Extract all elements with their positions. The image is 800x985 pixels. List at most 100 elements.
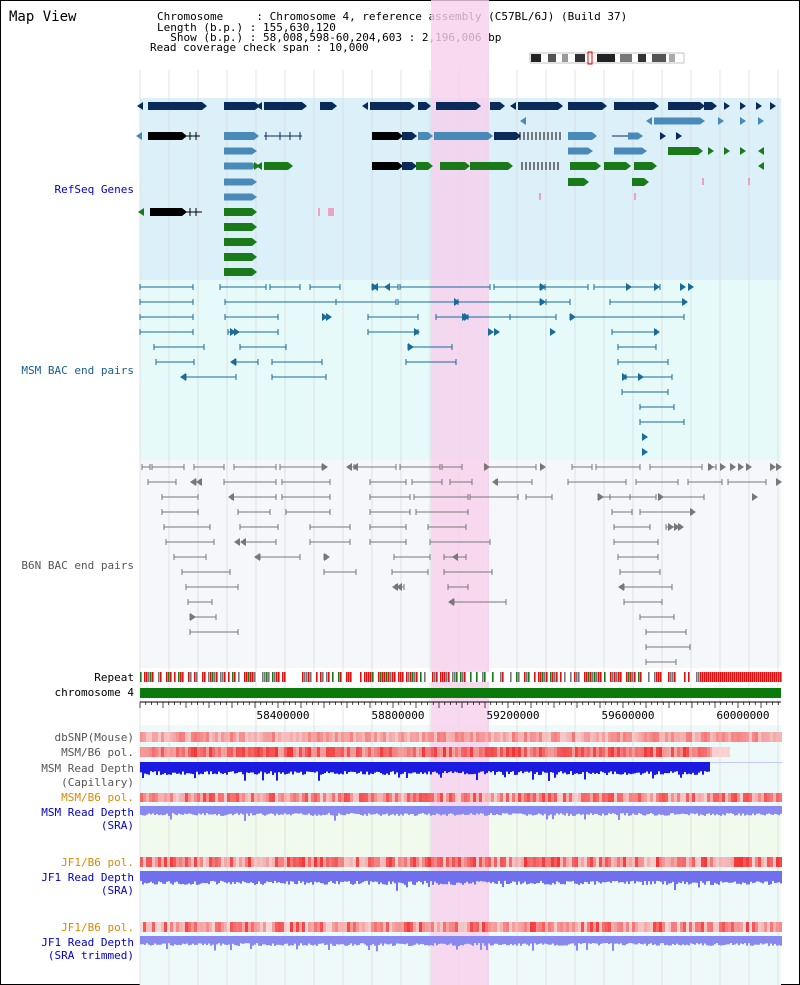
jf1-sra-depth-bar xyxy=(710,871,712,885)
repeat-mark xyxy=(754,672,756,682)
marker xyxy=(634,193,636,200)
jf1-sra-depth-bar xyxy=(422,871,424,885)
b6n-bac-track[interactable] xyxy=(141,463,782,665)
refseq-genes-track[interactable] xyxy=(136,102,776,276)
msm-sra-depth-bar xyxy=(274,806,276,816)
msm-capillary-depth-bar xyxy=(538,762,540,775)
msm-capillary-depth-bar xyxy=(328,762,330,774)
jf1-pol2-cell xyxy=(632,922,635,932)
jf1-sra-depth-bar xyxy=(352,871,354,885)
jf1-sra-depth-bar xyxy=(172,871,174,885)
msm-sra-depth-bar xyxy=(344,806,346,816)
msm-capillary-depth-bar xyxy=(354,762,356,773)
msm-capillary-depth-bar xyxy=(508,762,510,775)
jf1-trim-depth-bar xyxy=(172,936,174,946)
depth-tracks[interactable] xyxy=(140,762,782,952)
msm-sra-depth-bar xyxy=(442,806,444,815)
jf1-pol-cell xyxy=(221,857,224,867)
jf1-sra-depth-bar xyxy=(686,871,688,883)
gene-block xyxy=(224,208,252,216)
repeat-mark xyxy=(204,672,206,682)
jf1-pol-cell xyxy=(452,857,455,867)
gene-block xyxy=(568,147,588,155)
repeat-track[interactable] xyxy=(140,672,782,682)
msm-pol2-cell xyxy=(431,793,434,802)
msm-capillary-depth-bar xyxy=(644,762,646,773)
msm-pol-cell xyxy=(500,747,503,757)
chromosome-bar[interactable] xyxy=(140,688,781,698)
msm-capillary-depth-bar xyxy=(522,762,524,774)
jf1-pol2-cell xyxy=(281,922,284,932)
jf1-pol-cell xyxy=(350,857,353,867)
jf1-pol2-cell xyxy=(662,922,665,932)
msm-bac-track[interactable] xyxy=(139,283,694,456)
axis-tick-label: 59600000 xyxy=(602,709,655,722)
repeat-mark xyxy=(364,672,366,682)
chromosome-ideogram[interactable] xyxy=(529,51,685,65)
bac-arrow xyxy=(770,463,776,471)
gene-arrow xyxy=(256,102,262,110)
jf1-sra-depth-bar xyxy=(340,871,342,882)
jf1-pol-cell xyxy=(434,857,437,867)
msm-capillary-depth-bar xyxy=(696,762,698,775)
msm-capillary-depth-bar xyxy=(540,762,542,775)
gene-block xyxy=(654,117,700,125)
jf1-pol2-cell xyxy=(368,922,371,932)
bac-arrow xyxy=(326,313,332,321)
jf1-sra-depth-bar xyxy=(770,871,772,885)
msm-pol-cell xyxy=(482,747,485,757)
dbsnp-cell xyxy=(290,732,293,742)
jf1-sra-depth-bar xyxy=(462,871,464,885)
msm-capillary-depth-bar xyxy=(740,762,742,763)
msm-sra-depth-bar xyxy=(184,806,186,814)
jf1-trim-depth-bar xyxy=(602,936,604,944)
repeat-mark xyxy=(268,672,270,682)
msm-capillary-depth-bar xyxy=(396,762,398,773)
repeat-mark xyxy=(684,672,686,682)
jf1-pol-cell xyxy=(395,857,398,867)
msm-capillary-depth-bar xyxy=(480,762,482,772)
msm-pol2-cell xyxy=(233,793,236,802)
jf1-trim-depth-bar xyxy=(338,936,340,945)
msm-sra-depth-bar xyxy=(174,806,176,815)
jf1-trim-depth-bar xyxy=(370,936,372,946)
jf1-pol2-cell xyxy=(497,922,500,932)
bac-arrow xyxy=(680,283,686,291)
jf1-trim-depth-bar xyxy=(538,936,540,944)
jf1-trim-depth-bar xyxy=(502,936,504,945)
jf1-sra-depth-bar xyxy=(752,871,754,884)
dbsnp-cell xyxy=(710,732,713,742)
jf1-trim-depth-bar xyxy=(512,936,514,946)
jf1-trim-depth-bar xyxy=(168,936,170,944)
dbsnp-cell xyxy=(410,732,413,742)
msm-capillary-depth-bar xyxy=(494,762,496,775)
highlight-region[interactable] xyxy=(431,0,489,985)
msm-capillary-depth-bar xyxy=(384,762,386,775)
jf1-pol2-cell xyxy=(725,922,728,932)
msm-pol2-cell xyxy=(362,793,365,802)
jf1-sra-depth-bar xyxy=(388,871,390,882)
jf1-pol-cell xyxy=(617,857,620,867)
jf1-sra-depth-bar xyxy=(482,871,484,882)
msm-pol-cell xyxy=(155,747,158,757)
msm-capillary-depth-bar xyxy=(174,762,176,773)
jf1-pol2-cell xyxy=(527,922,530,932)
msm-sra-depth-bar xyxy=(354,806,356,814)
jf1-sra-depth-bar xyxy=(192,871,194,885)
jf1-pol2-cell xyxy=(605,922,608,932)
msm-capillary-depth-bar xyxy=(466,762,468,774)
msm-sra-depth-bar xyxy=(772,806,774,815)
msm-sra-depth-bar xyxy=(512,806,514,814)
jf1-trim-depth-bar xyxy=(486,936,488,951)
msm-capillary-depth-bar xyxy=(342,762,344,775)
msm-capillary-depth-bar xyxy=(630,762,632,775)
jf1-sra-depth-bar xyxy=(386,871,388,885)
jf1-pol2-cell xyxy=(254,922,257,932)
jf1-pol2-cell xyxy=(575,922,578,932)
heat-tracks[interactable] xyxy=(140,732,782,932)
msm-pol2-cell xyxy=(668,793,671,802)
repeat-mark xyxy=(380,672,382,682)
msm-sra-depth-bar xyxy=(728,806,730,814)
jf1-sra-depth-bar xyxy=(476,871,478,882)
